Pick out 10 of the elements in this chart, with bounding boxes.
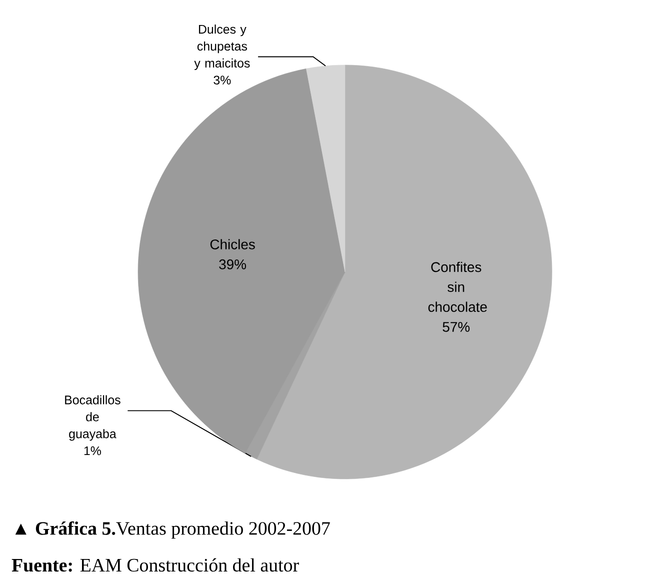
data-label: 39% [219, 259, 246, 270]
text: ▲ Gráfica 5.Ventas promedio 2002-2007 [15, 521, 330, 539]
slice-label: Chicles [210, 239, 255, 250]
text: Fuente: EAM Construcción del autor [12, 558, 299, 572]
data-label: 57% [442, 322, 470, 332]
slice-label: Bocadillos de guayaba [65, 395, 120, 441]
data-label: 3% [214, 76, 231, 84]
slice-label: Dulces y chupetas y maicitos [194, 24, 250, 70]
slice-label: Confites sin chocolate [428, 262, 487, 312]
data-label: 1% [84, 446, 102, 456]
